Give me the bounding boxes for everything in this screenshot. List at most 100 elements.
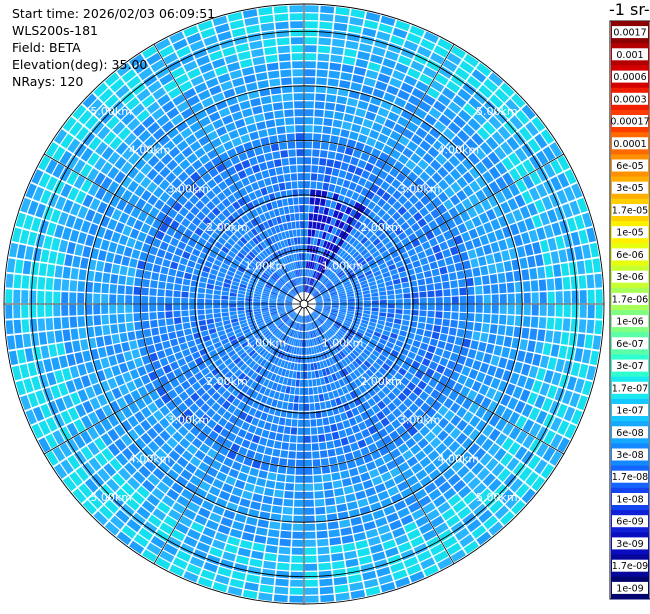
ray-gate (507, 397, 519, 410)
ray-gate (437, 166, 449, 178)
ray-gate (454, 336, 464, 346)
ray-gate (93, 282, 102, 293)
ray-gate (427, 450, 440, 462)
ray-gate (201, 500, 214, 511)
ray-gate (263, 560, 276, 570)
ray-gate (135, 398, 146, 410)
ray-gate (287, 222, 292, 230)
ray-gate (419, 298, 427, 304)
ray-gate (231, 111, 243, 121)
ray-gate (330, 200, 337, 209)
ray-gate (277, 308, 285, 311)
ray-gate (82, 246, 92, 258)
ray-gate (367, 378, 376, 387)
ray-gate (183, 536, 198, 548)
ray-gate (277, 307, 285, 310)
ray-gate (323, 376, 330, 384)
ray-gate (85, 315, 94, 327)
ray-gate (409, 403, 419, 414)
ray-gate (131, 103, 145, 117)
ray-gate (400, 514, 414, 526)
ray-gate (207, 363, 217, 372)
ray-gate (311, 157, 319, 165)
ray-gate (280, 240, 286, 248)
colorbar-label-box (612, 92, 648, 105)
ray-gate (482, 424, 494, 437)
ray-gate (229, 307, 237, 312)
ray-gate (133, 534, 149, 548)
ray-gate (231, 321, 240, 327)
ray-gate (368, 173, 377, 183)
ray-gate (205, 299, 213, 304)
ray-gate (360, 236, 368, 245)
ray-gate (403, 40, 419, 52)
ray-gate (482, 185, 494, 198)
ray-gate (222, 483, 234, 494)
ray-gate (315, 319, 321, 326)
ray-gate (398, 154, 409, 165)
ray-gate (490, 241, 500, 253)
ray-gate (245, 357, 253, 366)
ray-gate (245, 298, 253, 302)
ray-gate (423, 270, 432, 278)
ray-gate (512, 386, 523, 399)
ray-gate (174, 317, 182, 325)
ray-gate (111, 208, 122, 221)
ray-gate (13, 319, 22, 334)
ray-gate (309, 270, 313, 277)
ray-gate (99, 505, 114, 520)
ray-gate (460, 144, 473, 157)
ray-gate (137, 338, 146, 348)
ray-gate (304, 539, 316, 547)
ray-gate (420, 120, 433, 133)
ray-gate (363, 348, 371, 356)
ray-gate (351, 192, 360, 201)
ray-gate (241, 385, 250, 394)
ray-gate (126, 237, 136, 248)
ray-gate (251, 182, 260, 191)
ray-gate (204, 340, 213, 348)
ray-gate (292, 61, 304, 69)
ray-gate (62, 395, 74, 409)
ray-gate (469, 415, 481, 428)
ray-gate (286, 297, 293, 301)
ray-gate (285, 304, 293, 306)
ray-gate (227, 166, 237, 176)
ray-gate (574, 215, 585, 230)
ray-gate (388, 337, 397, 344)
colorbar-tick-label: 1.7e-08 (612, 472, 648, 483)
ray-gate (514, 194, 526, 208)
ray-gate (360, 363, 368, 372)
ray-gate (268, 390, 276, 398)
ray-gate (246, 211, 254, 220)
ray-gate (223, 282, 231, 288)
ray-gate (136, 109, 150, 123)
ray-gate (209, 85, 222, 96)
ray-gate (260, 241, 267, 249)
ray-gate (52, 430, 65, 445)
ray-gate (172, 165, 184, 177)
ray-gate (107, 218, 118, 231)
ray-gate (211, 367, 220, 376)
ray-gate (356, 331, 364, 338)
ray-gate (258, 336, 266, 344)
ray-gate (329, 314, 337, 319)
ray-gate (381, 406, 391, 416)
ray-gate (184, 165, 196, 176)
ray-gate (487, 231, 497, 243)
ray-gate (209, 349, 218, 358)
colorbar-label-box (612, 204, 648, 216)
ray-gate (253, 301, 261, 304)
ray-gate (260, 338, 268, 346)
ray-gate (392, 323, 401, 330)
ray-gate (262, 350, 269, 358)
ray-gate (304, 205, 309, 213)
ray-gate (239, 352, 248, 360)
ray-gate (323, 299, 331, 302)
ray-gate (414, 245, 424, 254)
ray-gate (369, 318, 378, 324)
ray-gate (291, 45, 304, 53)
ray-gate (437, 259, 446, 268)
ray-gate (349, 131, 359, 141)
